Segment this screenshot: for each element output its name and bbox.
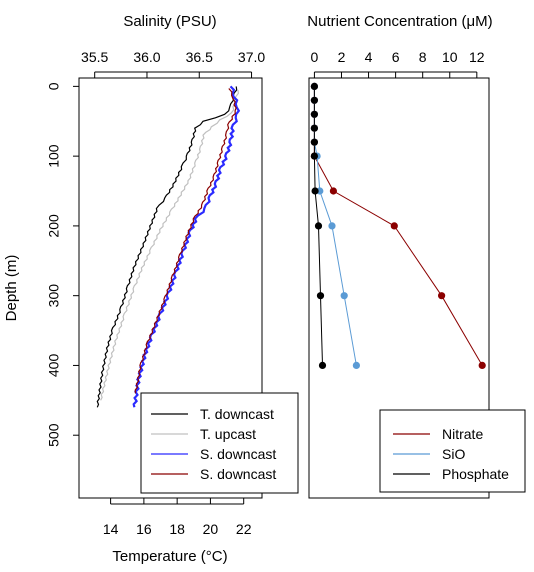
nutrient-data-point	[478, 361, 486, 369]
nutrient-data-point	[311, 187, 319, 195]
left-panel: 0 100 200 300 400 500 35.5 36.0 36.5 37.0 14 16 18…	[3, 13, 299, 565]
temperature-tick-label: 20	[203, 521, 219, 537]
left-depth-axis: 0 100 200 300 400 500	[46, 82, 79, 447]
temperature-axis-title: Temperature (°C)	[112, 548, 227, 565]
nutrient-data-point	[314, 222, 323, 230]
nutrient-data-point	[316, 292, 325, 300]
profile-series-line	[134, 88, 237, 394]
nutrient-data-point	[310, 152, 318, 160]
salinity-axis-title: Salinity (PSU)	[123, 13, 216, 30]
temperature-axis: 14 16 18 20 22	[103, 498, 252, 537]
nutrient-data-point	[310, 138, 318, 146]
right-series-group	[310, 82, 486, 369]
temperature-tick-label: 22	[236, 521, 252, 537]
depth-axis-title: Depth (m)	[3, 255, 20, 322]
left-legend-items: T. downcast T. upcast S. downcast S. downca…	[151, 406, 276, 482]
temperature-tick-label: 16	[136, 521, 152, 537]
legend-label: S. downcast	[200, 466, 276, 482]
nutrient-series-line	[313, 86, 323, 366]
salinity-tick-label: 37.0	[238, 49, 265, 65]
nutrient-tick-label: 4	[365, 49, 373, 65]
depth-tick-label: 400	[46, 354, 62, 378]
nutrient-data-point	[310, 96, 318, 104]
legend-label: SiO	[442, 446, 465, 462]
nutrient-tick-label: 2	[338, 49, 346, 65]
salinity-tick-label: 36.0	[133, 49, 160, 65]
legend-label: Phosphate	[442, 466, 509, 482]
depth-tick-label: 0	[46, 82, 62, 90]
nutrient-data-point	[438, 292, 446, 300]
left-legend-box	[140, 392, 299, 494]
nutrient-series-line	[313, 86, 483, 366]
legend-label: T. upcast	[200, 426, 256, 442]
legend-label: Nitrate	[442, 426, 483, 442]
nutrient-data-point	[390, 222, 398, 230]
nutrient-data-point	[328, 222, 336, 230]
nutrient-data-point	[310, 110, 318, 118]
nutrient-data-point	[352, 361, 360, 369]
nutrient-axis-title: Nutrient Concentration (μM)	[307, 13, 492, 30]
salinity-tick-label: 36.5	[186, 49, 213, 65]
profile-series-line	[96, 86, 238, 408]
legend-label: T. downcast	[200, 406, 274, 422]
nutrient-data-point	[310, 124, 318, 132]
nutrient-data-point	[329, 187, 337, 195]
left-plot-frame	[78, 77, 263, 499]
nutrient-tick-label: 0	[311, 49, 319, 65]
temperature-tick-label: 14	[103, 521, 119, 537]
salinity-tick-label: 35.5	[81, 49, 108, 65]
right-panel: 0 2 4 6 8 10 12 Nutrient Concentration (μM) Ni…	[307, 13, 526, 499]
right-plot-frame	[308, 77, 490, 499]
nutrient-data-point	[340, 292, 348, 300]
salinity-axis: 35.5 36.0 36.5 37.0	[81, 49, 265, 78]
nutrient-tick-label: 12	[469, 49, 485, 65]
nutrient-data-point	[310, 82, 318, 90]
profile-series-line	[132, 85, 241, 408]
right-legend-box	[379, 409, 526, 493]
nutrient-data-point	[318, 361, 327, 369]
depth-tick-label: 500	[46, 423, 62, 447]
left-legend: T. downcast T. upcast S. downcast S. downca…	[140, 392, 299, 494]
temperature-tick-label: 18	[169, 521, 185, 537]
depth-tick-label: 100	[46, 144, 62, 168]
right-legend-items: Nitrate SiO Phosphate	[393, 426, 509, 482]
nutrient-tick-label: 10	[442, 49, 458, 65]
nutrient-tick-label: 6	[392, 49, 400, 65]
left-series-group	[96, 85, 241, 408]
nutrient-tick-label: 8	[419, 49, 427, 65]
legend-label: S. downcast	[200, 446, 276, 462]
depth-tick-label: 300	[46, 284, 62, 308]
nutrient-axis: 0 2 4 6 8 10 12	[311, 49, 485, 78]
profile-series-line	[100, 89, 240, 401]
right-legend: Nitrate SiO Phosphate	[379, 409, 526, 493]
depth-tick-label: 200	[46, 214, 62, 238]
